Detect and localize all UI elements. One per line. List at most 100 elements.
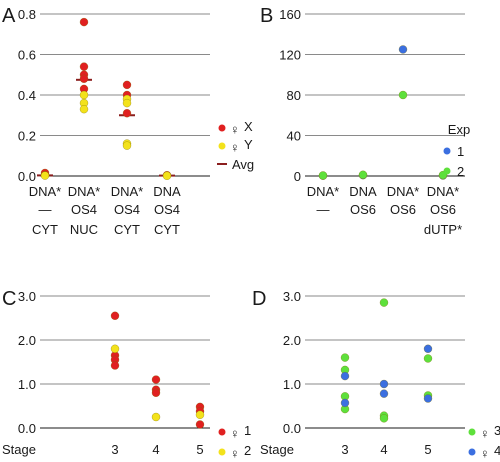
legend-label: Avg bbox=[232, 157, 254, 172]
category-label: DNA* bbox=[68, 184, 101, 199]
category-label: OS4 bbox=[154, 202, 180, 217]
category-label: DNA* bbox=[29, 184, 62, 199]
legend-marker bbox=[218, 428, 226, 436]
data-point bbox=[79, 62, 89, 71]
category-label: — bbox=[317, 202, 330, 217]
panel-c: C 0.0 1.0 2.0 3.0 Stage 3 4 5 ♀ 1 ♀ 2 bbox=[2, 288, 251, 461]
x-tick-label: 4 bbox=[380, 442, 387, 457]
category-label: DNA* bbox=[111, 184, 144, 199]
panel-d: D 0.0 1.0 2.0 3.0 Stage 3 4 5 ♀ 3 ♀ 4 bbox=[252, 288, 500, 461]
data-point bbox=[151, 388, 161, 397]
data-point bbox=[340, 371, 350, 381]
legend-label: 2 bbox=[457, 164, 464, 179]
category-label: OS6 bbox=[430, 202, 456, 217]
legend: Exp 1 2 bbox=[443, 122, 470, 179]
legend-label: 4 bbox=[494, 443, 500, 458]
y-tick-label: 2.0 bbox=[18, 333, 36, 348]
category-label: NUC bbox=[70, 222, 98, 237]
y-tick-label: 120 bbox=[279, 48, 301, 63]
y-tick-label: 40 bbox=[287, 129, 301, 144]
category-label: dUTP* bbox=[424, 222, 462, 237]
y-tick-label: 0.6 bbox=[18, 48, 36, 63]
legend-symbol: ♀ bbox=[230, 426, 240, 441]
data-point bbox=[379, 414, 389, 423]
data-point bbox=[340, 398, 350, 408]
x-tick-label: 3 bbox=[111, 442, 118, 457]
legend-symbol: ♀ bbox=[230, 446, 240, 461]
legend-marker bbox=[468, 448, 476, 456]
panel-b: B 0 40 80 120 160 DNA* — DNA OS6 DNA* OS6 DNA* OS6 dUT… bbox=[260, 5, 470, 237]
legend-label: X bbox=[244, 119, 253, 134]
data-point bbox=[110, 361, 120, 370]
y-tick-label: 1.0 bbox=[18, 377, 36, 392]
legend-marker bbox=[218, 142, 226, 150]
category-label: DNA* bbox=[307, 184, 340, 199]
data-point bbox=[423, 394, 433, 403]
x-tick-label: 5 bbox=[424, 442, 431, 457]
y-tick-label: 160 bbox=[279, 7, 301, 22]
legend-marker bbox=[218, 448, 226, 456]
y-tick-label: 0.2 bbox=[18, 129, 36, 144]
data-point bbox=[79, 74, 89, 83]
y-tick-label: 0.0 bbox=[18, 169, 36, 184]
panel-label: D bbox=[252, 288, 266, 310]
data-point bbox=[195, 410, 205, 419]
data-point bbox=[379, 379, 389, 389]
category-label: DNA* bbox=[427, 184, 460, 199]
y-tick-label: 0.4 bbox=[18, 88, 36, 103]
data-point bbox=[379, 389, 389, 398]
legend: ♀ X ♀ Y Avg bbox=[217, 119, 254, 172]
x-tick-label: 5 bbox=[196, 442, 203, 457]
legend-symbol: ♀ bbox=[480, 426, 490, 441]
data-point bbox=[122, 80, 132, 90]
panel-label: C bbox=[2, 288, 16, 310]
data-point bbox=[151, 375, 161, 384]
legend-marker bbox=[443, 147, 451, 155]
y-tick-label: 0.8 bbox=[18, 7, 36, 22]
x-axis-label: Stage bbox=[260, 442, 294, 457]
data-point bbox=[398, 45, 408, 54]
legend-label: 3 bbox=[494, 423, 500, 438]
legend: ♀ 1 ♀ 2 bbox=[218, 423, 251, 461]
data-point bbox=[358, 170, 368, 179]
legend-label: 1 bbox=[457, 144, 464, 159]
category-label: OS4 bbox=[114, 202, 140, 217]
data-point bbox=[79, 90, 89, 100]
y-tick-label: 80 bbox=[287, 88, 301, 103]
legend-symbol: ♀ bbox=[480, 446, 490, 461]
legend-marker bbox=[218, 124, 226, 132]
x-tick-label: 3 bbox=[341, 442, 348, 457]
legend-label: 2 bbox=[244, 443, 251, 458]
category-label: CYT bbox=[114, 222, 140, 237]
data-point bbox=[122, 141, 132, 150]
category-label: OS6 bbox=[350, 202, 376, 217]
data-point bbox=[122, 98, 132, 108]
legend-label: 1 bbox=[244, 423, 251, 438]
category-label: OS6 bbox=[390, 202, 416, 217]
category-label: OS4 bbox=[71, 202, 97, 217]
y-tick-label: 0.0 bbox=[18, 421, 36, 436]
y-tick-label: 2.0 bbox=[283, 333, 301, 348]
data-point bbox=[79, 17, 89, 27]
x-axis-label: Stage bbox=[2, 442, 36, 457]
legend-symbol: ♀ bbox=[230, 140, 240, 155]
data-point bbox=[423, 354, 433, 363]
y-tick-label: 1.0 bbox=[283, 377, 301, 392]
data-point bbox=[340, 353, 350, 362]
data-point bbox=[151, 412, 161, 422]
legend: ♀ 3 ♀ 4 bbox=[468, 423, 500, 461]
panel-label: B bbox=[260, 5, 273, 27]
data-point bbox=[318, 171, 328, 180]
y-tick-label: 3.0 bbox=[18, 289, 36, 304]
category-label: DNA* bbox=[387, 184, 420, 199]
data-point bbox=[379, 298, 389, 307]
data-point bbox=[423, 344, 433, 353]
y-tick-label: 3.0 bbox=[283, 289, 301, 304]
data-point bbox=[110, 311, 120, 320]
data-point bbox=[398, 90, 408, 100]
category-label: CYT bbox=[32, 222, 58, 237]
y-tick-label: 0 bbox=[294, 169, 301, 184]
data-point bbox=[79, 105, 89, 114]
legend-marker bbox=[468, 428, 476, 436]
